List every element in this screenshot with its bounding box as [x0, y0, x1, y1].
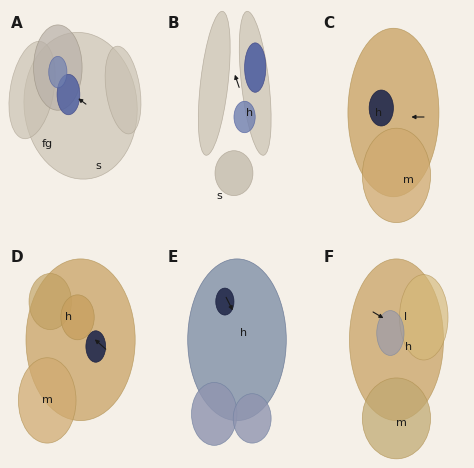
Ellipse shape — [234, 101, 255, 133]
Text: F: F — [324, 250, 334, 265]
Ellipse shape — [362, 378, 430, 459]
Ellipse shape — [9, 41, 55, 139]
Ellipse shape — [349, 259, 444, 421]
Ellipse shape — [245, 43, 266, 92]
Text: s: s — [216, 190, 222, 201]
Text: h: h — [65, 312, 72, 322]
Ellipse shape — [216, 288, 234, 315]
Text: h: h — [405, 342, 412, 351]
Text: E: E — [167, 250, 178, 265]
Ellipse shape — [49, 56, 67, 88]
Ellipse shape — [233, 394, 271, 443]
Text: s: s — [96, 161, 101, 171]
Ellipse shape — [239, 11, 271, 155]
Ellipse shape — [191, 382, 237, 446]
Ellipse shape — [348, 28, 439, 197]
Ellipse shape — [34, 25, 82, 110]
Text: h: h — [239, 328, 246, 338]
Ellipse shape — [362, 128, 430, 223]
Text: m: m — [396, 418, 406, 428]
Text: C: C — [324, 16, 335, 31]
Ellipse shape — [215, 151, 253, 196]
Ellipse shape — [105, 46, 141, 134]
Text: h: h — [374, 108, 382, 117]
Text: fg: fg — [42, 139, 53, 149]
Ellipse shape — [198, 11, 230, 155]
Ellipse shape — [26, 259, 135, 421]
Ellipse shape — [18, 358, 76, 443]
Ellipse shape — [61, 295, 94, 340]
Ellipse shape — [57, 74, 80, 115]
Ellipse shape — [29, 273, 72, 329]
Text: l: l — [404, 312, 407, 322]
Ellipse shape — [377, 311, 404, 356]
Text: D: D — [11, 250, 23, 265]
Ellipse shape — [369, 90, 393, 126]
Ellipse shape — [86, 331, 106, 362]
Ellipse shape — [188, 259, 286, 421]
Ellipse shape — [400, 275, 448, 360]
Text: B: B — [167, 16, 179, 31]
Text: m: m — [42, 395, 53, 405]
Text: h: h — [246, 108, 253, 117]
Text: A: A — [11, 16, 23, 31]
Ellipse shape — [24, 32, 137, 179]
Text: m: m — [403, 175, 414, 185]
